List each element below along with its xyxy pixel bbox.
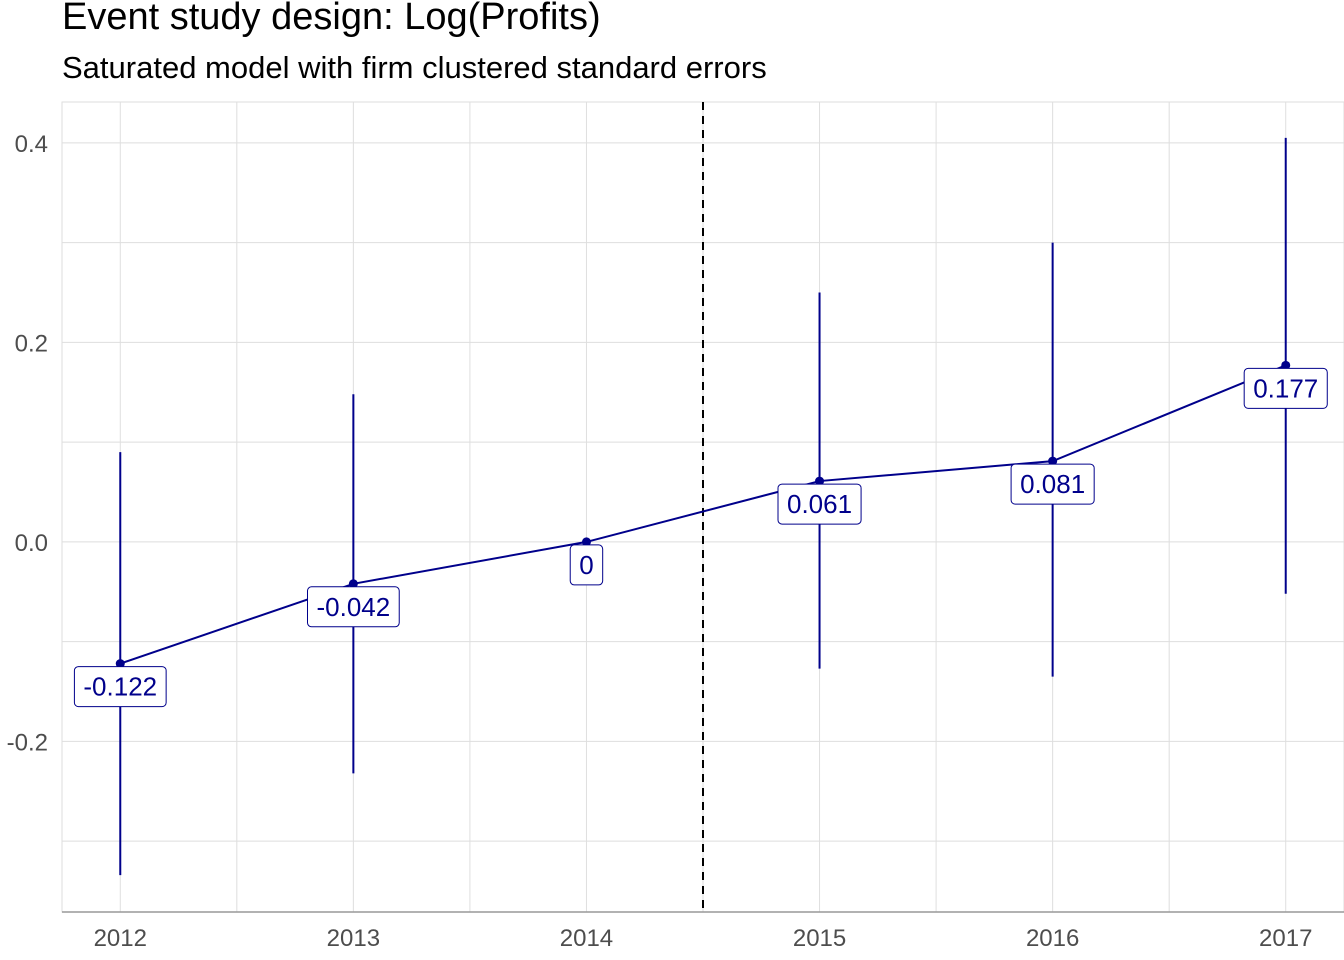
chart-subtitle: Saturated model with firm clustered stan… [62,50,767,85]
data-label-text: 0 [579,550,593,580]
data-label-text: -0.042 [316,592,390,622]
data-point [581,537,591,547]
data-label: -0.042 [306,586,400,628]
y-tick-label: 0.0 [15,530,48,557]
x-tick-label: 2013 [327,925,380,952]
data-label-text: 0.177 [1253,373,1318,403]
data-labels: -0.122 -0.042 0 0.061 0.081 0.177 [73,367,1328,708]
y-tick-label: -0.2 [7,729,48,756]
x-tick-label: 2017 [1259,925,1312,952]
data-point [348,579,358,589]
x-tick-label: 2016 [1026,925,1079,952]
y-tick-label: 0.2 [15,330,48,357]
data-point [1281,360,1291,370]
data-label: 0.177 [1243,367,1328,409]
x-tick-label: 2014 [560,925,613,952]
data-point [815,476,825,486]
data-label-box [73,666,167,708]
data-label: 0.061 [777,483,862,525]
x-tick-label: 2012 [94,925,147,952]
data-point [1048,456,1058,466]
data-label: -0.122 [73,666,167,708]
y-tick-label: 0.4 [15,131,48,158]
data-label-box [777,483,862,525]
data-label-box [306,586,400,628]
data-label-text: 0.081 [1020,469,1085,499]
data-label: 0 [569,544,604,586]
data-label-box [569,544,604,586]
data-label-box [1010,463,1095,505]
chart-title: Event study design: Log(Profits) [62,0,601,38]
data-label-text: 0.061 [787,489,852,519]
x-tick-label: 2015 [793,925,846,952]
data-label-box [1243,367,1328,409]
axes: -0.2 0.0 0.2 0.4 2012 2013 2014 2015 2016 2017 [7,131,1344,952]
data-label-text: -0.122 [83,672,157,702]
data-label: 0.081 [1010,463,1095,505]
data-point [115,659,125,669]
